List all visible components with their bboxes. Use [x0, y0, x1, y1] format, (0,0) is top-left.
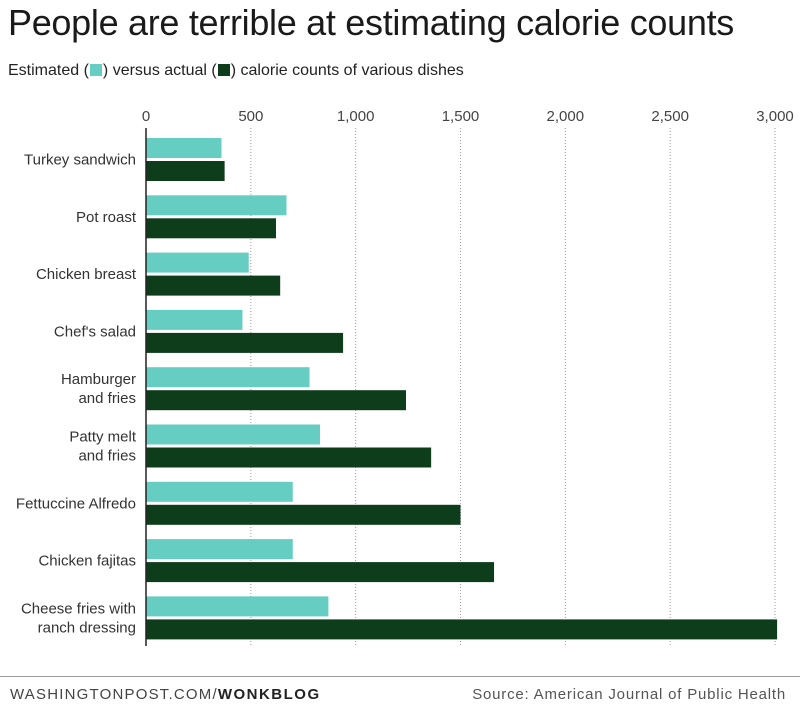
- bar-chart: 0 500 1,000 1,500 2,000 2,500 3,000 Turkey sand…: [16, 108, 794, 646]
- estimated-bar-7: [146, 539, 293, 560]
- subtitle-text-2: ) versus actual (: [102, 62, 217, 79]
- x-tick-label-0: 0: [142, 108, 150, 125]
- footer-source: Source: American Journal of Public Healt…: [472, 686, 786, 703]
- category-label-0: Turkey sandwich: [24, 152, 136, 169]
- category-label-6: Fettuccine Alfredo: [16, 495, 136, 512]
- x-tick-label-2000: 2,000: [547, 108, 585, 125]
- category-label-8-line-1: ranch dressing: [38, 619, 136, 636]
- actual-bar-3: [146, 332, 344, 353]
- category-label-8-line-0: Cheese fries with: [21, 600, 136, 617]
- x-tick-label-500: 500: [238, 108, 263, 125]
- footer-site-url: WASHINGTONPOST.COM/: [10, 686, 218, 703]
- estimated-legend-swatch: [89, 64, 102, 76]
- category-label-2: Chicken breast: [36, 266, 137, 283]
- actual-bar-7: [146, 562, 495, 583]
- actual-legend-swatch: [217, 64, 230, 76]
- chart-subtitle: Estimated ( ) versus actual ( ) calorie co…: [8, 62, 464, 80]
- estimated-bar-6: [146, 481, 293, 502]
- actual-bar-2: [146, 275, 281, 296]
- category-label-5-line-0: Patty melt: [69, 429, 137, 446]
- chart-title: People are terrible at estimating calori…: [8, 2, 734, 43]
- x-tick-label-1500: 1,500: [442, 108, 480, 125]
- actual-bar-1: [146, 218, 276, 239]
- x-tick-label-1000: 1,000: [337, 108, 375, 125]
- category-label-4-line-1: and fries: [78, 390, 136, 407]
- category-label-3: Chef's salad: [54, 323, 136, 340]
- actual-bar-0: [146, 161, 225, 181]
- estimated-bar-8: [146, 596, 329, 617]
- actual-bar-8: [146, 619, 778, 640]
- estimated-bar-1: [146, 195, 287, 216]
- footer-site: WASHINGTONPOST.COM/WONKBLOG: [10, 686, 321, 703]
- category-label-1: Pot roast: [76, 209, 137, 226]
- estimated-bar-4: [146, 367, 310, 388]
- actual-bar-6: [146, 504, 461, 525]
- actual-bar-4: [146, 390, 406, 411]
- subtitle-text-3: ) calorie counts of various dishes: [230, 62, 464, 79]
- category-label-5-line-1: and fries: [78, 448, 136, 465]
- estimated-bar-5: [146, 424, 321, 445]
- category-label-4-line-0: Hamburger: [61, 371, 136, 388]
- subtitle-text-1: Estimated (: [8, 62, 89, 79]
- footer-blog-name: WONKBLOG: [217, 686, 321, 703]
- estimated-bar-0: [146, 138, 222, 158]
- category-label-7: Chicken fajitas: [38, 553, 136, 570]
- x-tick-label-3000: 3,000: [756, 108, 794, 125]
- estimated-bar-3: [146, 309, 243, 330]
- x-tick-label-2500: 2,500: [651, 108, 689, 125]
- actual-bar-5: [146, 447, 432, 468]
- estimated-bar-2: [146, 252, 249, 273]
- footer-divider: [0, 676, 800, 677]
